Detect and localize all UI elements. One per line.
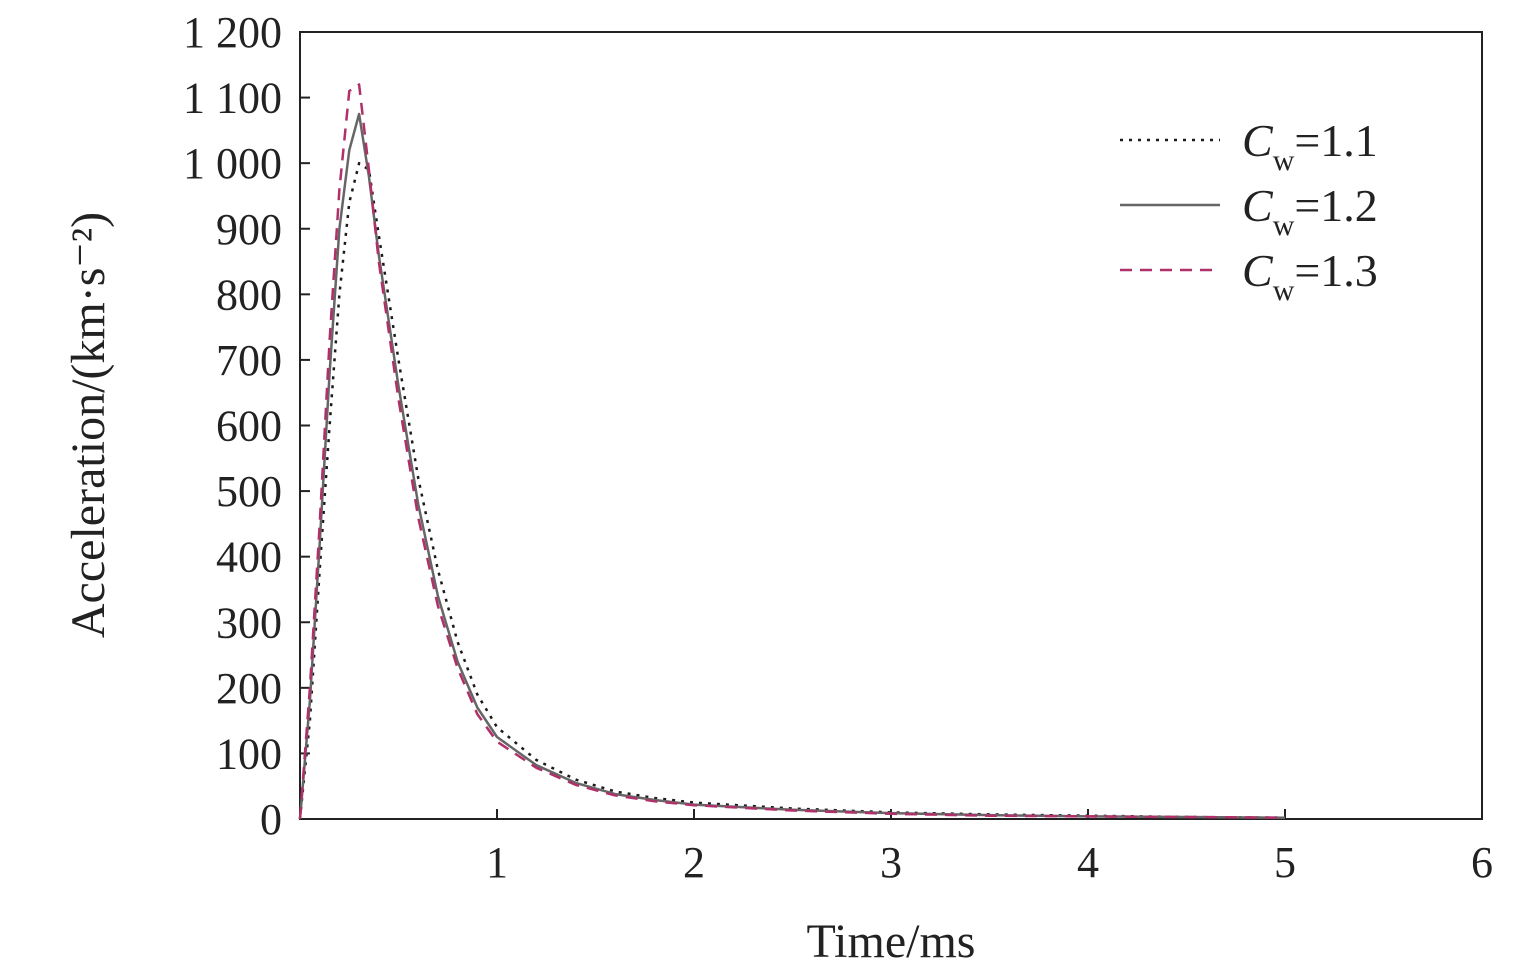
y-tick-label: 900: [216, 205, 282, 254]
y-tick-label: 100: [216, 729, 282, 778]
x-axis-ticks: 1 2 3 4 5 6: [486, 809, 1493, 887]
x-tick-label: 1: [486, 838, 508, 887]
series-line-3: [298, 83, 1286, 820]
x-tick-label: 3: [880, 838, 902, 887]
y-tick-label: 300: [216, 598, 282, 647]
series-line-2: [298, 112, 1286, 820]
y-tick-label: 500: [216, 467, 282, 516]
legend-label-3: Cw=1.3: [1242, 245, 1378, 307]
y-tick-label: 1 200: [183, 8, 282, 57]
y-tick-label: 600: [216, 402, 282, 451]
x-tick-label: 5: [1274, 838, 1296, 887]
y-axis-ticks: 0 100 200 300 400 500 600 700 800 900 1 000 1 100 1 …: [183, 8, 310, 844]
series-line-1: [298, 161, 1286, 820]
x-tick-label: 6: [1471, 838, 1493, 887]
y-tick-label: 700: [216, 336, 282, 385]
legend: Cw=1.1Cw=1.2Cw=1.3: [1120, 115, 1378, 307]
x-axis-label: Time/ms: [807, 915, 976, 968]
y-tick-label: 800: [216, 270, 282, 319]
y-axis-label: Acceleration/(km·s⁻²): [62, 212, 115, 638]
legend-label-2: Cw=1.2: [1242, 180, 1378, 242]
y-tick-label: 1 100: [183, 74, 282, 123]
y-tick-label: 0: [260, 795, 282, 844]
legend-label-1: Cw=1.1: [1242, 115, 1378, 177]
y-tick-label: 200: [216, 664, 282, 713]
series-lines: [298, 83, 1286, 820]
y-tick-label: 1 000: [183, 139, 282, 188]
y-tick-label: 400: [216, 533, 282, 582]
x-tick-label: 4: [1077, 838, 1099, 887]
x-tick-label: 2: [683, 838, 705, 887]
